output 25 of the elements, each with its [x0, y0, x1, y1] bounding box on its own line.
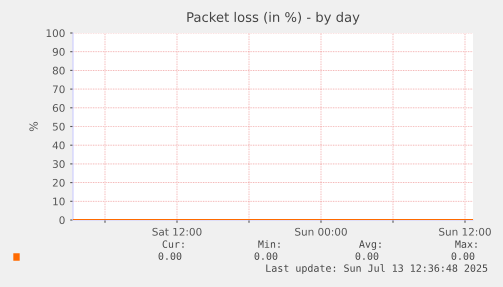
text: Min:: [258, 240, 280, 248]
y-tick-label: 20: [52, 178, 65, 187]
text: Last update: Sun Jul 13 12:36:48 2025: [266, 264, 488, 274]
y-tick-label: 100: [46, 29, 65, 38]
y-tick-label: 10: [53, 198, 65, 206]
y-tick-label: 0: [59, 216, 65, 224]
y-tick-label: 70: [52, 85, 65, 94]
y-tick-label: 50: [52, 122, 65, 131]
text: 0.00: [452, 252, 474, 260]
y-tick-label: 60: [52, 104, 65, 112]
y-tick-label: 80: [52, 66, 65, 75]
y-axis-title: %: [29, 122, 38, 132]
y-tick-label: 30: [52, 160, 65, 168]
y-tick-label: 90: [52, 48, 65, 56]
text: 0.00: [356, 252, 378, 260]
text: Cur:: [162, 240, 184, 248]
text: Avg:: [359, 240, 381, 250]
text: 0.00: [254, 252, 278, 260]
x-tick-label: Sun 12:00: [439, 228, 491, 236]
chart-title: Packet loss (in %) - by day: [187, 12, 360, 25]
text: 0.00: [158, 252, 182, 260]
x-tick-label: Sun 00:00: [295, 228, 347, 236]
y-tick-label: 40: [52, 141, 65, 150]
text: Max:: [455, 240, 477, 248]
x-tick-label: Sat 12:00: [152, 228, 202, 236]
